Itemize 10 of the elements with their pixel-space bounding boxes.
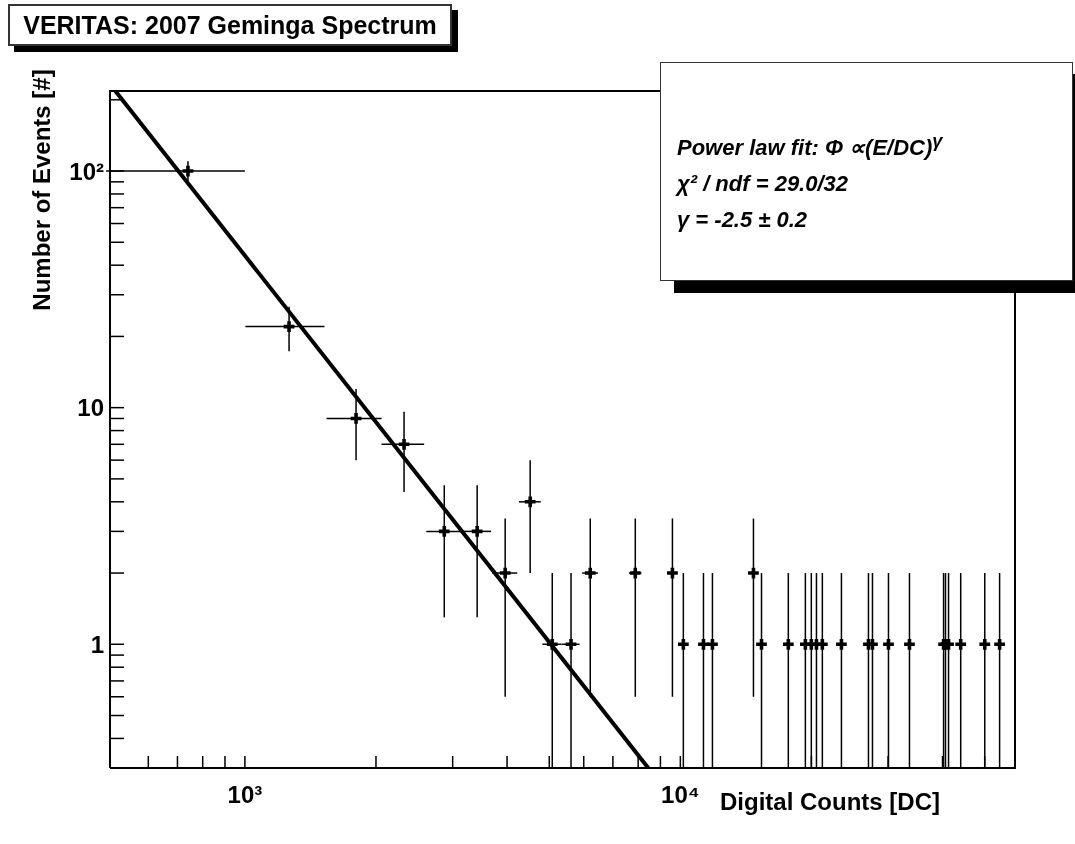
- annotation: Power law fit: Φ ∝(E/DC)$^{γ}$: [677, 129, 944, 163]
- x-tick-label: 10³: [227, 781, 263, 809]
- x-tick-label: 10⁴: [661, 781, 700, 809]
- y-tick-label: 10: [77, 394, 104, 422]
- y-tick-label: 1: [90, 630, 104, 658]
- y-tick-label: 10²: [69, 157, 105, 185]
- annotation: χ² / ndf = 29.0/32: [677, 170, 850, 199]
- annotation: γ = -2.5 ± 0.2: [677, 206, 809, 235]
- x-axis-title: Digital Counts [DC]: [720, 788, 940, 816]
- y-axis-title: Number of Events [#]: [28, 69, 56, 311]
